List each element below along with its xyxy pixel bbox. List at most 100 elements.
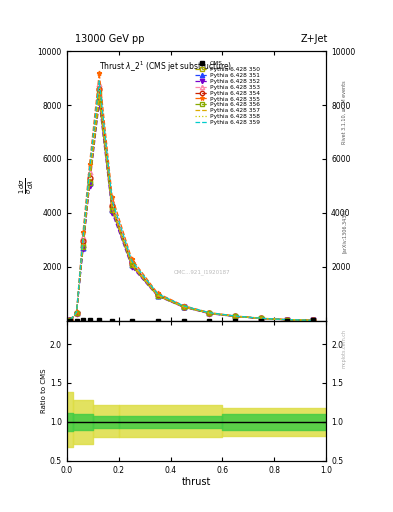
Pythia 6.428 354	[81, 238, 85, 244]
Pythia 6.428 358	[181, 304, 186, 310]
CMS	[87, 317, 92, 324]
Line: Pythia 6.428 352: Pythia 6.428 352	[68, 100, 316, 323]
Pythia 6.428 350	[74, 310, 79, 316]
Pythia 6.428 358	[68, 317, 72, 323]
Pythia 6.428 353	[81, 234, 85, 240]
Pythia 6.428 356	[110, 207, 115, 214]
Pythia 6.428 359	[311, 317, 316, 324]
Pythia 6.428 357	[155, 292, 160, 298]
Pythia 6.428 355	[81, 229, 85, 235]
Pythia 6.428 353	[129, 259, 134, 265]
Line: Pythia 6.428 353: Pythia 6.428 353	[68, 81, 316, 323]
Pythia 6.428 350	[155, 292, 160, 298]
Pythia 6.428 355	[155, 290, 160, 296]
Pythia 6.428 358	[129, 260, 134, 266]
Pythia 6.428 358	[81, 238, 85, 244]
Pythia 6.428 359	[259, 315, 264, 322]
Pythia 6.428 350	[259, 315, 264, 322]
Pythia 6.428 352	[311, 317, 316, 324]
Pythia 6.428 352	[181, 304, 186, 310]
Pythia 6.428 354	[285, 317, 290, 323]
Pythia 6.428 354	[311, 317, 316, 324]
CMS	[259, 317, 264, 324]
Pythia 6.428 359	[233, 313, 238, 319]
Pythia 6.428 352	[87, 183, 92, 189]
Line: Pythia 6.428 359: Pythia 6.428 359	[70, 81, 313, 321]
Pythia 6.428 354	[97, 86, 101, 92]
Pythia 6.428 350	[311, 317, 316, 324]
Pythia 6.428 356	[87, 180, 92, 186]
Text: 13000 GeV pp: 13000 GeV pp	[75, 33, 145, 44]
Pythia 6.428 350	[68, 317, 72, 323]
Pythia 6.428 352	[207, 311, 212, 317]
Pythia 6.428 350	[207, 310, 212, 316]
Pythia 6.428 358	[87, 174, 92, 180]
Pythia 6.428 358	[207, 310, 212, 316]
Pythia 6.428 354	[74, 310, 79, 316]
Pythia 6.428 353	[74, 310, 79, 316]
Pythia 6.428 357	[97, 91, 101, 97]
Pythia 6.428 355	[207, 310, 212, 316]
Pythia 6.428 353	[68, 317, 72, 323]
Pythia 6.428 358	[110, 202, 115, 208]
CMS	[129, 317, 134, 324]
Y-axis label: $\frac{1}{\sigma}\frac{d\sigma}{d\lambda}$: $\frac{1}{\sigma}\frac{d\sigma}{d\lambda…	[18, 178, 36, 194]
Pythia 6.428 353	[233, 313, 238, 319]
Pythia 6.428 352	[233, 313, 238, 319]
Pythia 6.428 352	[285, 317, 290, 323]
Pythia 6.428 356	[97, 97, 101, 103]
CMS	[285, 317, 290, 324]
Pythia 6.428 355	[311, 317, 316, 324]
CMS	[81, 317, 85, 324]
Pythia 6.428 351	[285, 317, 290, 323]
CMS	[207, 317, 212, 324]
Pythia 6.428 359	[87, 167, 92, 173]
Pythia 6.428 355	[74, 309, 79, 315]
Pythia 6.428 351	[259, 315, 264, 322]
X-axis label: thrust: thrust	[182, 477, 211, 487]
Line: CMS: CMS	[68, 318, 315, 323]
CMS	[181, 317, 186, 324]
Pythia 6.428 351	[87, 180, 92, 186]
Text: Rivet 3.1.10, ≥ 2M events: Rivet 3.1.10, ≥ 2M events	[342, 81, 347, 144]
Pythia 6.428 351	[74, 310, 79, 316]
Text: CMC...921_l1920187: CMC...921_l1920187	[173, 269, 230, 275]
Pythia 6.428 354	[110, 203, 115, 209]
Pythia 6.428 355	[285, 316, 290, 323]
Pythia 6.428 357	[285, 317, 290, 323]
Pythia 6.428 350	[97, 89, 101, 95]
Y-axis label: Ratio to CMS: Ratio to CMS	[41, 369, 47, 413]
Pythia 6.428 356	[311, 317, 316, 324]
Pythia 6.428 358	[259, 315, 264, 322]
Pythia 6.428 351	[311, 317, 316, 324]
Text: mcplots.cern.ch: mcplots.cern.ch	[342, 329, 347, 368]
Line: Pythia 6.428 351: Pythia 6.428 351	[68, 95, 316, 323]
Pythia 6.428 351	[233, 313, 238, 319]
Pythia 6.428 357	[87, 178, 92, 184]
Pythia 6.428 351	[207, 310, 212, 316]
Pythia 6.428 354	[87, 175, 92, 181]
Text: [arXiv:1306.3436]: [arXiv:1306.3436]	[342, 208, 347, 252]
Pythia 6.428 353	[311, 317, 316, 324]
Pythia 6.428 359	[207, 310, 212, 316]
Pythia 6.428 353	[207, 310, 212, 316]
Pythia 6.428 354	[68, 317, 72, 323]
Pythia 6.428 357	[74, 310, 79, 316]
Pythia 6.428 352	[259, 315, 264, 322]
Pythia 6.428 357	[207, 310, 212, 316]
Pythia 6.428 352	[74, 310, 79, 316]
Pythia 6.428 355	[68, 317, 72, 323]
Pythia 6.428 358	[74, 310, 79, 316]
Pythia 6.428 355	[97, 70, 101, 76]
Pythia 6.428 356	[285, 317, 290, 323]
Pythia 6.428 355	[233, 313, 238, 319]
CMS	[311, 317, 316, 323]
Line: Pythia 6.428 354: Pythia 6.428 354	[68, 87, 316, 323]
CMS	[68, 317, 72, 324]
Pythia 6.428 351	[155, 292, 160, 298]
Pythia 6.428 351	[68, 317, 72, 324]
Pythia 6.428 351	[110, 207, 115, 214]
Pythia 6.428 359	[129, 258, 134, 264]
Pythia 6.428 351	[97, 94, 101, 100]
CMS	[74, 317, 79, 324]
